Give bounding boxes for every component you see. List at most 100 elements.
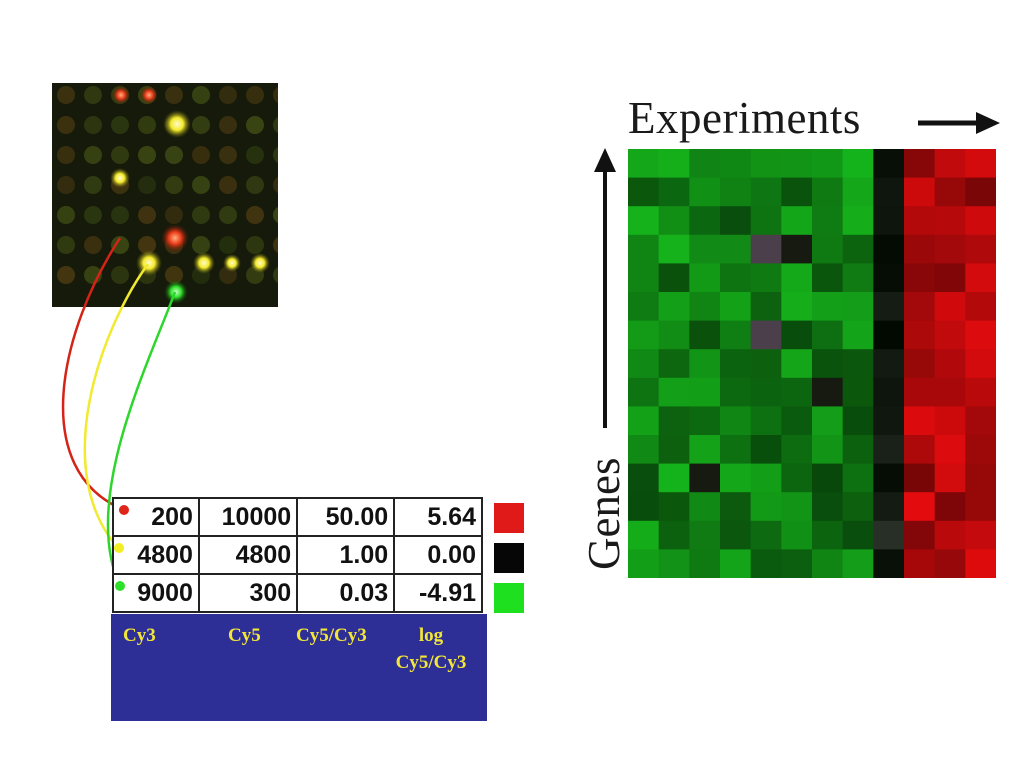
heatmap-cell bbox=[934, 463, 966, 493]
heatmap-cell bbox=[812, 435, 844, 465]
heatmap-cell bbox=[873, 549, 905, 578]
heatmap-cell bbox=[873, 520, 905, 550]
heatmap-cell bbox=[689, 406, 721, 436]
microarray-bright-spot bbox=[112, 86, 130, 104]
microarray-spot bbox=[273, 146, 291, 164]
heatmap-cell bbox=[689, 177, 721, 207]
heatmap-cell bbox=[720, 520, 752, 550]
experiments-axis-title: Experiments bbox=[628, 93, 861, 143]
heatmap-cell bbox=[934, 520, 966, 550]
microarray-spot-grid bbox=[57, 86, 291, 304]
heatmap-cell bbox=[842, 549, 874, 578]
microarray-bright-spot bbox=[223, 254, 241, 272]
heatmap-cell bbox=[720, 149, 752, 179]
heatmap-cell bbox=[842, 149, 874, 179]
microarray-spot bbox=[273, 176, 291, 194]
heatmap-cell bbox=[842, 320, 874, 350]
microarray-bright-spot bbox=[140, 86, 158, 104]
microarray-spot bbox=[165, 146, 183, 164]
heatmap-cell bbox=[873, 492, 905, 522]
heatmap-cell bbox=[781, 149, 813, 179]
cy5-cell: 4800 bbox=[197, 535, 299, 575]
microarray-spot bbox=[138, 176, 156, 194]
microarray-spot bbox=[57, 86, 75, 104]
swatch-red bbox=[494, 503, 524, 533]
heatmap-cell bbox=[904, 406, 936, 436]
heatmap-cell bbox=[750, 206, 782, 236]
heatmap-cell bbox=[781, 377, 813, 407]
heatmap-cell bbox=[904, 435, 936, 465]
heatmap-cell bbox=[720, 435, 752, 465]
heatmap-cell bbox=[842, 377, 874, 407]
microarray-spot bbox=[219, 206, 237, 224]
arrow-right-icon bbox=[918, 112, 1000, 134]
microarray-spot bbox=[246, 86, 264, 104]
microarray-spot bbox=[273, 206, 291, 224]
microarray-spot bbox=[111, 236, 129, 254]
heatmap-cell bbox=[750, 234, 782, 264]
heatmap-cell bbox=[720, 406, 752, 436]
heatmap-cell bbox=[750, 263, 782, 293]
log-ratio-cell: -4.91 bbox=[393, 573, 483, 613]
table-row: 4800 4800 1.00 0.00 bbox=[112, 535, 483, 575]
heatmap-cell bbox=[781, 320, 813, 350]
table-row: 9000 300 0.03 -4.91 bbox=[112, 573, 483, 613]
heatmap-cell bbox=[720, 549, 752, 578]
heatmap-cell bbox=[689, 320, 721, 350]
heatmap-cell bbox=[812, 320, 844, 350]
microarray-spot bbox=[219, 236, 237, 254]
heatmap-cell bbox=[628, 377, 660, 407]
heatmap-cell bbox=[689, 549, 721, 578]
microarray-spot bbox=[165, 86, 183, 104]
heatmap-cell bbox=[781, 435, 813, 465]
heatmap-cell bbox=[628, 435, 660, 465]
heatmap-cell bbox=[689, 492, 721, 522]
microarray-spot bbox=[57, 146, 75, 164]
heatmap-cell bbox=[628, 206, 660, 236]
ratio-label: Cy5/Cy3 bbox=[296, 625, 367, 646]
heatmap-cell bbox=[965, 549, 996, 578]
microarray-spot bbox=[246, 236, 264, 254]
heatmap-cell bbox=[689, 263, 721, 293]
heatmap-cell bbox=[781, 263, 813, 293]
heatmap-cell bbox=[781, 177, 813, 207]
microarray-spot bbox=[84, 116, 102, 134]
heatmap-cell bbox=[750, 492, 782, 522]
heatmap-cell bbox=[812, 292, 844, 322]
microarray-spot bbox=[273, 236, 291, 254]
heatmap-cell bbox=[812, 463, 844, 493]
heatmap-cell bbox=[720, 463, 752, 493]
microarray-spot bbox=[273, 86, 291, 104]
heatmap-cell bbox=[904, 149, 936, 179]
heatmap-cell bbox=[873, 435, 905, 465]
swatch-black bbox=[494, 543, 524, 573]
heatmap-cell bbox=[842, 435, 874, 465]
heatmap-cell bbox=[750, 520, 782, 550]
heatmap-cell bbox=[720, 177, 752, 207]
heatmap-cell bbox=[873, 320, 905, 350]
cy3-cell: 4800 bbox=[112, 535, 200, 575]
heatmap-cell bbox=[720, 234, 752, 264]
cy5-cell: 300 bbox=[197, 573, 299, 613]
heatmap-cell bbox=[628, 177, 660, 207]
heatmap-cell bbox=[628, 463, 660, 493]
heatmap-cell bbox=[904, 377, 936, 407]
heatmap-cell bbox=[965, 406, 996, 436]
heatmap-cell bbox=[842, 177, 874, 207]
heatmap-cell bbox=[904, 349, 936, 379]
heatmap-cell bbox=[658, 435, 690, 465]
heatmap-cell bbox=[873, 263, 905, 293]
heatmap-cell bbox=[812, 206, 844, 236]
ratio-cell: 50.00 bbox=[296, 497, 396, 537]
heatmap-cell bbox=[812, 520, 844, 550]
heatmap-cell bbox=[781, 349, 813, 379]
heatmap-cell bbox=[750, 377, 782, 407]
heatmap-cell bbox=[812, 234, 844, 264]
heatmap-cell bbox=[750, 463, 782, 493]
microarray-spot bbox=[192, 176, 210, 194]
heatmap-cell bbox=[873, 463, 905, 493]
heatmap-cell bbox=[628, 149, 660, 179]
heatmap-cell bbox=[812, 177, 844, 207]
cy5-label: Cy5 bbox=[228, 625, 261, 646]
heatmap-cell bbox=[873, 406, 905, 436]
